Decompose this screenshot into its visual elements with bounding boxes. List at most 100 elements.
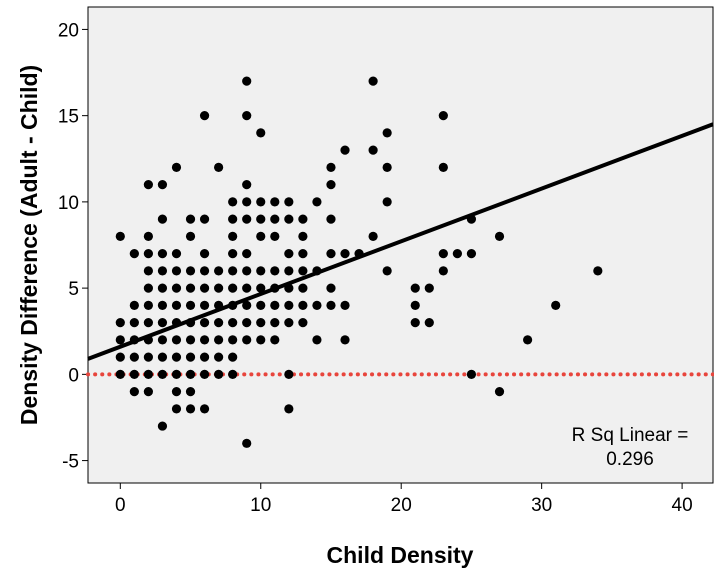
data-point (298, 214, 308, 224)
data-point (256, 128, 266, 138)
data-point (228, 318, 238, 328)
data-point (171, 300, 182, 310)
data-point (228, 352, 238, 362)
data-point (157, 249, 168, 259)
data-point (438, 249, 448, 259)
data-point (242, 197, 252, 207)
y-tick-label: 10 (58, 193, 79, 214)
data-point (410, 300, 420, 310)
data-point (185, 214, 196, 224)
data-point (256, 266, 266, 276)
data-point (284, 266, 294, 276)
x-tick-label: 30 (531, 495, 552, 516)
y-axis: -5 0 5 10 15 20 (58, 20, 88, 473)
data-point (185, 352, 196, 362)
data-point (284, 300, 294, 310)
plot-area (87, 6, 714, 484)
x-tick-label: 0 (115, 495, 126, 516)
data-point (256, 335, 266, 345)
data-point (256, 300, 266, 310)
data-point (129, 318, 139, 328)
data-point (256, 231, 266, 241)
data-point (157, 283, 168, 293)
data-point (171, 369, 182, 379)
data-point (242, 111, 252, 121)
data-point (199, 249, 210, 259)
data-point (129, 249, 139, 259)
data-point (171, 266, 182, 276)
data-point (326, 162, 336, 172)
data-point (256, 197, 266, 207)
data-point (143, 300, 153, 310)
data-point (214, 162, 224, 172)
data-point (185, 404, 196, 414)
data-point (256, 214, 266, 224)
data-point (129, 386, 139, 397)
data-point (368, 76, 378, 86)
data-point (143, 318, 153, 328)
x-tick-label: 10 (250, 495, 271, 516)
data-point (143, 352, 153, 362)
r-squared-label-line1: R Sq Linear = (572, 425, 689, 446)
data-point (284, 197, 294, 207)
data-point (298, 318, 308, 328)
data-point (228, 369, 238, 379)
data-point (214, 352, 224, 362)
data-point (382, 197, 392, 207)
data-point (199, 266, 210, 276)
data-point (143, 386, 153, 397)
data-point (298, 283, 308, 293)
data-point (228, 197, 238, 207)
regression-fit-line (87, 122, 714, 361)
data-point (199, 214, 210, 224)
data-point (115, 352, 125, 362)
data-point (242, 249, 252, 259)
data-point (228, 214, 238, 224)
data-point (340, 249, 350, 259)
data-point (270, 197, 280, 207)
data-point (312, 300, 322, 310)
data-point (171, 352, 182, 362)
data-point (157, 300, 168, 310)
data-point (199, 111, 210, 121)
data-point (593, 266, 603, 276)
data-point (256, 283, 266, 293)
data-point (298, 249, 308, 259)
data-point (270, 318, 280, 328)
data-point (242, 283, 252, 293)
data-point (115, 335, 125, 345)
data-point (382, 162, 392, 172)
data-point (438, 162, 448, 172)
data-point (228, 231, 238, 241)
data-point (466, 369, 477, 379)
data-point (523, 335, 533, 345)
y-tick-label: -5 (62, 452, 79, 473)
data-point (143, 231, 153, 241)
data-point (340, 335, 350, 345)
data-point (312, 197, 322, 207)
data-point (242, 300, 252, 310)
data-point (270, 300, 280, 310)
data-point (214, 335, 224, 345)
data-point (438, 111, 448, 121)
data-point (228, 249, 238, 259)
data-point (438, 266, 448, 276)
data-point (326, 249, 336, 259)
data-point (284, 318, 294, 328)
data-point (199, 369, 210, 379)
data-point (551, 300, 561, 310)
data-point (284, 249, 294, 259)
data-point (242, 214, 252, 224)
data-point (143, 180, 153, 190)
data-point (228, 266, 238, 276)
data-point (157, 421, 168, 431)
data-point (242, 180, 252, 190)
y-tick-label: 0 (68, 365, 79, 386)
data-point (326, 283, 336, 293)
data-point (199, 318, 210, 328)
data-point (284, 214, 294, 224)
data-point (424, 318, 434, 328)
y-tick-label: 5 (68, 279, 79, 300)
data-point (410, 283, 420, 293)
